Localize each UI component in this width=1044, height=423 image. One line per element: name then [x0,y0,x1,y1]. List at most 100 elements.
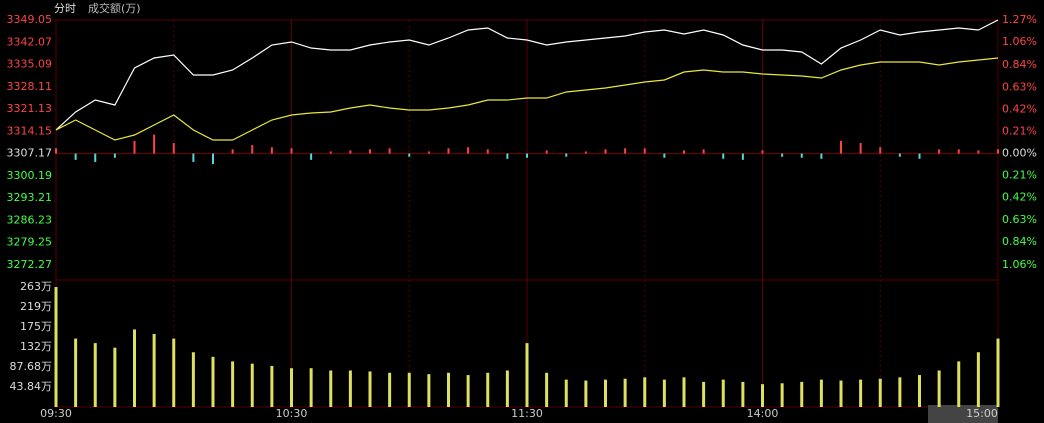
volume-bar [623,378,627,407]
volume-bar [54,287,58,407]
volume-bar [996,338,1000,407]
x-tick-label: 10:30 [276,407,308,420]
flow-bar [408,153,411,157]
y2-tick-label: 0.84% [1002,58,1037,71]
y-tick-label: 3342.07 [7,35,53,48]
volume-bar [976,352,980,407]
volume-bar [741,381,745,407]
y2-tick-label: 0.84% [1002,235,1037,248]
y2-tick-label: 1.27% [1002,13,1037,26]
volume-bar [702,381,706,407]
y2-tick-label: 0.42% [1002,102,1037,115]
volume-bar [545,372,549,407]
flow-bar [290,148,293,154]
price-line [55,19,999,131]
flow-bar [172,143,175,154]
x-tick-label: 11:30 [511,407,543,420]
volume-bar [152,334,156,407]
volume-bar [290,368,293,407]
volume-bar [133,329,136,407]
volume-bar [93,343,97,407]
volume-tick-label: 43.84万 [10,380,53,393]
volume-tick-label: 175万 [20,320,52,333]
flow-bar [231,149,234,154]
volume-bar [466,375,470,407]
volume-bar [250,363,254,407]
flow-bar [153,134,156,154]
volume-bar [172,338,176,407]
flow-bar [94,153,97,162]
volume-bar [564,379,568,407]
volume-bar [525,343,529,407]
y-tick-label: 3321.13 [7,102,53,115]
flow-bar [565,153,568,157]
volume-bar [604,379,607,407]
flow-bar [447,148,450,154]
volume-tick-label: 132万 [20,340,52,353]
volume-bar [800,381,804,407]
flow-bar [388,148,391,154]
volume-bar [682,377,686,407]
volume-bar [839,380,843,407]
flow-bar [624,148,627,154]
flow-bar [192,153,195,162]
flow-bar [859,143,862,154]
volume-bar [427,374,431,407]
flow-bar [329,151,332,154]
volume-bar [211,356,215,407]
volume-bar [643,377,647,407]
tab: 分时 [54,2,76,15]
y-tick-label: 3279.25 [7,236,53,249]
y-tick-label: 3300.19 [7,169,53,182]
flow-bar [486,149,489,154]
price-line [55,57,999,141]
y2-tick-label: 0.21% [1002,169,1037,182]
y-tick-label: 3293.21 [7,191,53,204]
volume-bar [191,352,195,407]
flow-bar [820,153,823,159]
volume-bar [584,380,588,407]
y-tick-label: 3286.23 [7,213,53,226]
flow-bar [957,149,960,154]
flow-bar [840,140,842,154]
flow-bar [781,153,784,157]
flow-bar [938,149,941,154]
flow-bar [74,153,77,160]
y2-tick-label: 1.06% [1002,35,1037,48]
volume-bar [918,375,921,407]
volume-bar [388,372,392,407]
volume-bar [780,383,784,407]
y2-tick-label: 1.06% [1002,258,1037,271]
volume-bar [505,370,509,407]
volume-bar [898,377,902,407]
volume-tick-label: 87.68万 [10,360,53,373]
flow-bar [997,149,999,154]
volume-bar [309,368,313,407]
y2-tick-label: 0.63% [1002,213,1037,226]
flow-bar [55,148,57,154]
flow-bar [349,150,352,154]
flow-bar [722,153,725,159]
flow-bar [800,153,803,158]
y-tick-label: 3349.05 [7,13,53,26]
volume-bar [407,372,411,407]
flow-bar [369,149,371,154]
flow-bar [212,153,214,165]
y-tick-label: 3328.11 [7,80,53,93]
flow-bar [545,150,548,154]
y2-tick-label: 0.42% [1002,191,1037,204]
volume-bar [113,347,117,407]
volume-bar [819,379,823,407]
volume-bar [74,338,78,407]
volume-bar [486,372,490,407]
x-tick-label: 15:00 [966,407,998,420]
flow-bar [761,150,764,154]
volume-bar [231,361,235,407]
volume-bar [878,378,882,407]
time-highlight [928,405,998,423]
flow-bar [467,147,470,154]
volume-bar [368,371,372,407]
volume-bar [447,372,450,407]
flow-bar [584,151,587,154]
